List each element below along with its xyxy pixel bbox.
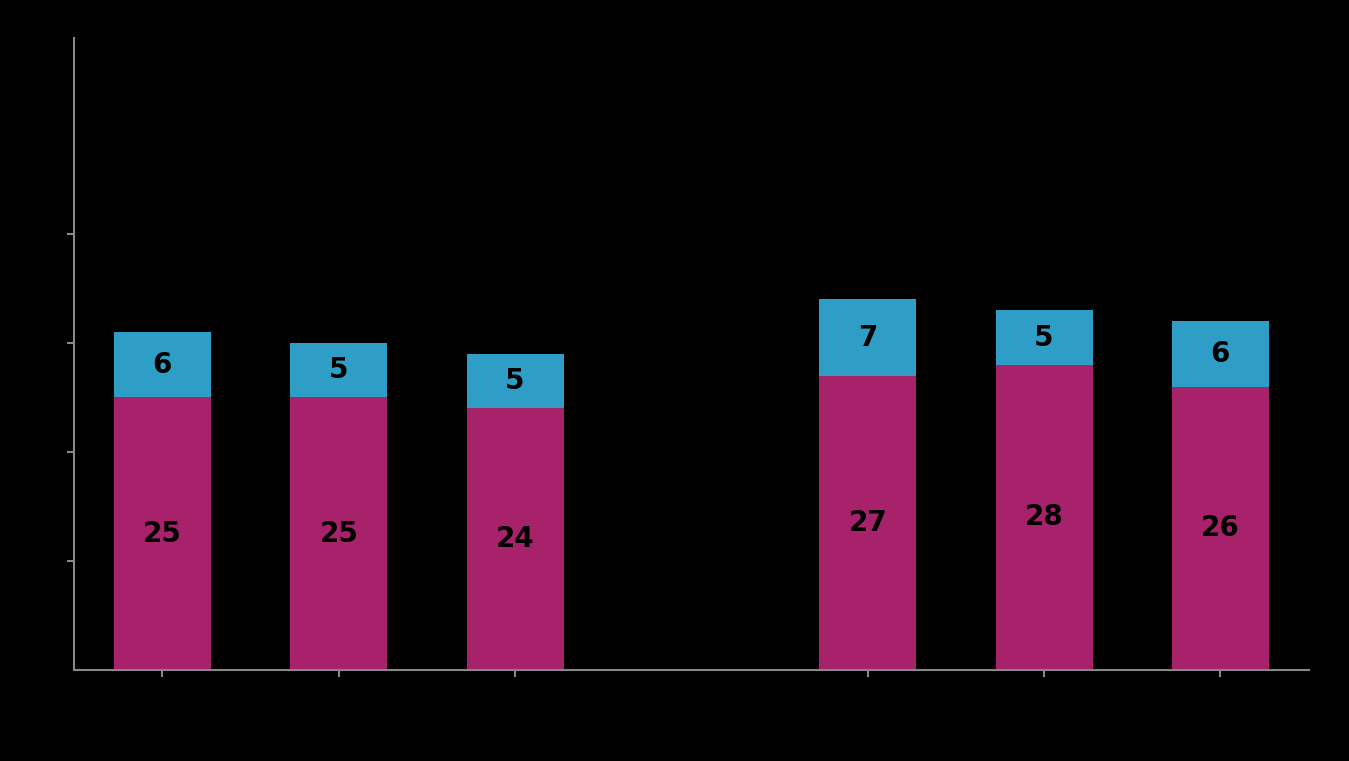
Text: 26: 26 <box>1201 514 1240 542</box>
Text: 6: 6 <box>152 351 173 379</box>
Bar <box>1172 321 1269 387</box>
Text: 24: 24 <box>495 525 534 553</box>
Bar <box>819 376 916 670</box>
Text: 25: 25 <box>320 520 357 548</box>
Text: 28: 28 <box>1025 503 1063 531</box>
Bar <box>1172 387 1269 670</box>
Text: 7: 7 <box>858 323 877 352</box>
Text: 5: 5 <box>506 367 525 395</box>
Text: 5: 5 <box>329 356 348 384</box>
Bar <box>290 343 387 397</box>
Bar <box>996 365 1093 670</box>
Bar <box>996 310 1093 365</box>
Bar <box>467 354 564 409</box>
Bar <box>290 397 387 670</box>
Bar <box>113 397 210 670</box>
Text: 6: 6 <box>1210 340 1230 368</box>
Text: 27: 27 <box>849 508 888 537</box>
Text: 25: 25 <box>143 520 182 548</box>
Bar <box>819 299 916 376</box>
Text: 5: 5 <box>1035 323 1054 352</box>
Bar <box>467 409 564 670</box>
Bar <box>113 332 210 397</box>
